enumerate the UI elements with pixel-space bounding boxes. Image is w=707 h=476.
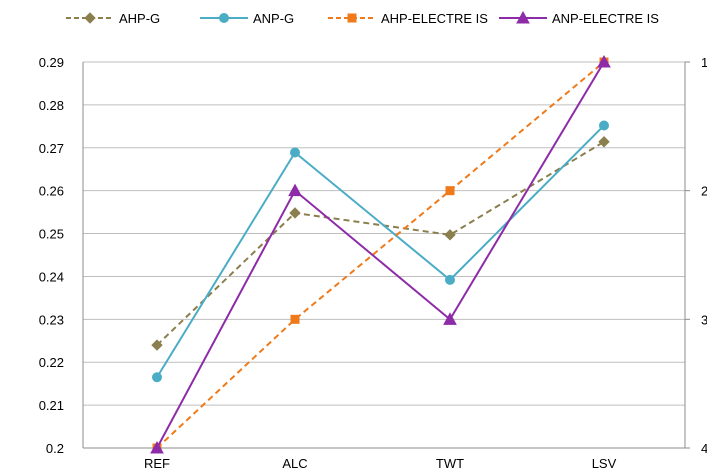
y-left-tick-label: 0.24: [39, 269, 64, 284]
y-left-tick-label: 0.2: [46, 441, 64, 456]
data-point: [445, 186, 455, 196]
x-tick-label: TWT: [436, 456, 464, 471]
data-point: [289, 207, 301, 219]
data-point: [290, 314, 300, 324]
data-point: [597, 54, 611, 68]
gridlines: [83, 61, 685, 449]
y-right-tick-label: 3: [701, 312, 707, 327]
data-point: [444, 229, 456, 241]
x-tick-label: ALC: [282, 456, 307, 471]
series-line: [156, 61, 605, 449]
series-line: [156, 140, 605, 346]
y-left-tick-label: 0.25: [39, 227, 64, 242]
y-left-tick-label: 0.26: [39, 184, 64, 199]
legend-label: ANP-ELECTRE IS: [552, 11, 659, 26]
series-line: [156, 61, 605, 449]
series-anp-electre-is: [150, 54, 611, 454]
data-point: [288, 183, 302, 197]
data-point: [347, 13, 357, 23]
legend-label: ANP-G: [253, 11, 294, 26]
series-ahp-electre-is: [152, 57, 609, 453]
data-point: [290, 147, 300, 158]
data-point: [151, 339, 163, 351]
x-tick-label: REF: [144, 456, 170, 471]
data-point: [443, 312, 457, 325]
y-left-tick-label: 0.28: [39, 98, 64, 113]
data-point: [598, 136, 610, 148]
y-left-tick-label: 0.23: [39, 312, 64, 327]
y-left-tick-label: 0.29: [39, 55, 64, 70]
data-point: [84, 12, 96, 24]
legend-label: AHP-G: [119, 11, 160, 26]
series-ahp-g: [151, 136, 610, 351]
y-left-tick-label: 0.21: [39, 398, 64, 413]
y-left-tick-label: 0.27: [39, 141, 64, 156]
data-point: [599, 120, 609, 131]
x-tick-label: LSV: [592, 456, 617, 471]
data-point: [516, 10, 530, 24]
y-right-tick-label: 4: [701, 441, 707, 456]
legend-item: AHP-ELECTRE IS: [328, 11, 488, 26]
data-point: [152, 372, 162, 383]
legend-label: AHP-ELECTRE IS: [381, 11, 488, 26]
y-left-tick-label: 0.22: [39, 355, 64, 370]
data-point: [445, 274, 455, 285]
series-group: [150, 54, 611, 454]
legend-item: ANP-G: [200, 11, 294, 26]
axes: 0.2 0.21 0.22 0.23 0.24 0.25 0.26 0.27 0.28 0.29 1…: [39, 55, 707, 471]
legend-item: ANP-ELECTRE IS: [499, 10, 659, 26]
legend-item: AHP-G: [66, 11, 160, 26]
y-right-tick-label: 2: [701, 184, 707, 199]
legend: AHP-G ANP-G AHP-ELECTRE IS ANP-ELECTRE IS: [66, 10, 659, 26]
series-anp-g: [152, 120, 609, 383]
data-point: [150, 440, 164, 454]
series-line: [156, 124, 605, 378]
y-right-tick-label: 1: [701, 55, 707, 70]
data-point: [219, 13, 229, 23]
